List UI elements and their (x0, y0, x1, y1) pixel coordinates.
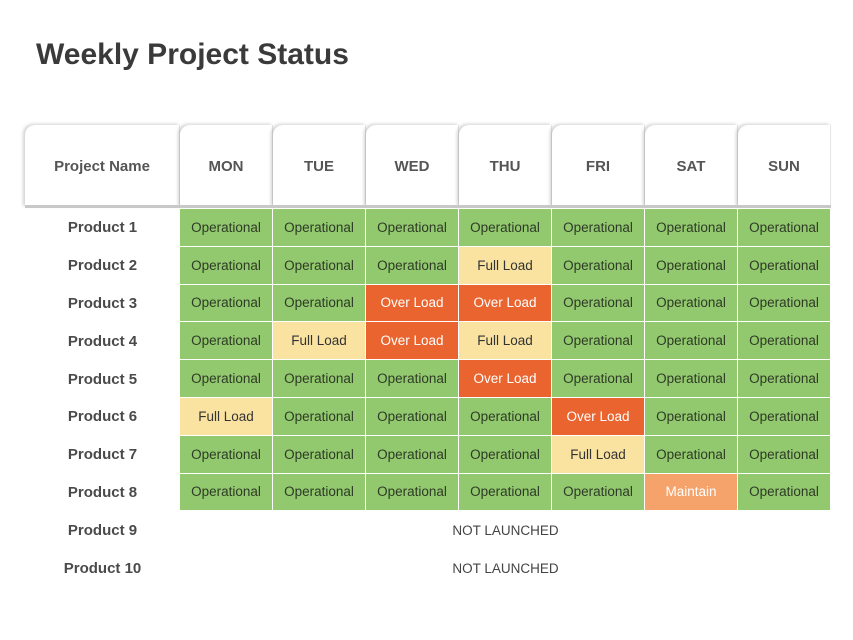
status-cell: Operational (366, 397, 458, 435)
status-cell: Operational (552, 322, 644, 360)
status-cell: Operational (459, 473, 551, 511)
table-row: Product 7 Operational Operational Operation… (25, 435, 831, 474)
header-divider (25, 205, 831, 208)
status-cell: Maintain (645, 473, 737, 511)
status-cell: Operational (273, 246, 365, 284)
status-cell: Operational (459, 397, 551, 435)
table-row: Product 1 Operational Operational Operation… (25, 209, 831, 247)
status-cell: Operational (180, 473, 272, 511)
table-row: Product 8 Operational Operational Operation… (25, 473, 831, 512)
status-cell: Operational (366, 473, 458, 511)
product-name: Product 4 (67, 332, 138, 350)
product-name: Product 8 (67, 483, 138, 501)
status-cell: Full Load (459, 322, 551, 360)
status-cell: Over Load (552, 397, 644, 435)
status-cell: Over Load (366, 284, 458, 322)
status-cell: Operational (180, 322, 272, 360)
status-cell: Operational (645, 397, 737, 435)
status-table-body: Product 1 Operational Operational Operation… (25, 209, 831, 587)
not-launched-note: NOT LAUNCHED (452, 560, 559, 576)
status-cell: Over Load (366, 322, 458, 360)
product-name: Product 2 (67, 257, 138, 275)
status-cell: Operational (459, 209, 551, 246)
table-row: Product 6 Full Load Operational Operational… (25, 397, 831, 436)
status-cell: Operational (273, 360, 365, 397)
status-cell: Operational (366, 435, 458, 473)
header-day-mon: MON (180, 125, 273, 207)
status-cell: Operational (552, 473, 644, 511)
status-cell: Operational (738, 435, 830, 473)
status-cell: Operational (738, 397, 830, 435)
header-day-tue: TUE (273, 125, 366, 207)
status-cell: Operational (552, 360, 644, 397)
status-cell: Full Load (180, 397, 272, 435)
status-cell: Operational (552, 284, 644, 322)
status-cell: Operational (366, 360, 458, 397)
status-cell: Operational (180, 209, 272, 246)
not-launched-note: NOT LAUNCHED (452, 522, 559, 538)
status-cell: Operational (180, 360, 272, 397)
header-day-wed: WED (366, 125, 459, 207)
status-cell: Full Load (459, 246, 551, 284)
status-cell: Over Load (459, 360, 551, 397)
header-day-fri: FRI (552, 125, 645, 207)
status-cell: Operational (738, 209, 830, 246)
status-cell: Operational (738, 246, 830, 284)
status-cell: Operational (366, 209, 458, 246)
header-project-name: Project Name (25, 125, 180, 207)
table-row: Product 10 NOT LAUNCHED (25, 549, 831, 587)
status-cell: Operational (738, 473, 830, 511)
status-cell: Operational (180, 284, 272, 322)
status-cell: Operational (273, 209, 365, 246)
table-row: Product 5 Operational Operational Operation… (25, 360, 831, 398)
status-cell: Operational (738, 284, 830, 322)
status-cell: Operational (180, 435, 272, 473)
table-row: Product 9 NOT LAUNCHED (25, 511, 831, 549)
status-cell: Operational (645, 435, 737, 473)
status-cell: Operational (273, 284, 365, 322)
header-day-sun: SUN (738, 125, 831, 207)
status-cell: Over Load (459, 284, 551, 322)
product-name: Product 7 (67, 446, 138, 464)
status-cell: Operational (645, 246, 737, 284)
product-name: Product 1 (67, 219, 138, 237)
status-cell: Operational (180, 246, 272, 284)
status-cell: Operational (273, 435, 365, 473)
product-name: Product 6 (67, 408, 138, 426)
product-name: Product 5 (67, 370, 138, 388)
table-row: Product 2 Operational Operational Operation… (25, 246, 831, 285)
status-cell: Full Load (273, 322, 365, 360)
table-header: Project Name MON TUE WED THU FRI SAT SUN (25, 125, 831, 207)
status-cell: Operational (273, 473, 365, 511)
page-title: Weekly Project Status (36, 38, 349, 71)
status-cell: Operational (738, 360, 830, 397)
status-cell: Operational (273, 397, 365, 435)
status-cell: Operational (366, 246, 458, 284)
status-cell: Operational (552, 246, 644, 284)
product-name: Product 10 (63, 559, 142, 577)
table-row: Product 4 Operational Full Load Over Load Fu… (25, 322, 831, 360)
status-cell: Operational (552, 209, 644, 246)
status-cell: Operational (738, 322, 830, 360)
header-day-sat: SAT (645, 125, 738, 207)
status-cell: Operational (645, 322, 737, 360)
status-cell: Operational (645, 284, 737, 322)
header-day-thu: THU (459, 125, 552, 207)
status-cell: Operational (645, 360, 737, 397)
status-cell: Operational (645, 209, 737, 246)
table-row: Product 3 Operational Operational Over Load… (25, 284, 831, 323)
status-cell: Operational (459, 435, 551, 473)
status-cell: Full Load (552, 435, 644, 473)
product-name: Product 3 (67, 294, 138, 312)
product-name: Product 9 (67, 521, 138, 539)
